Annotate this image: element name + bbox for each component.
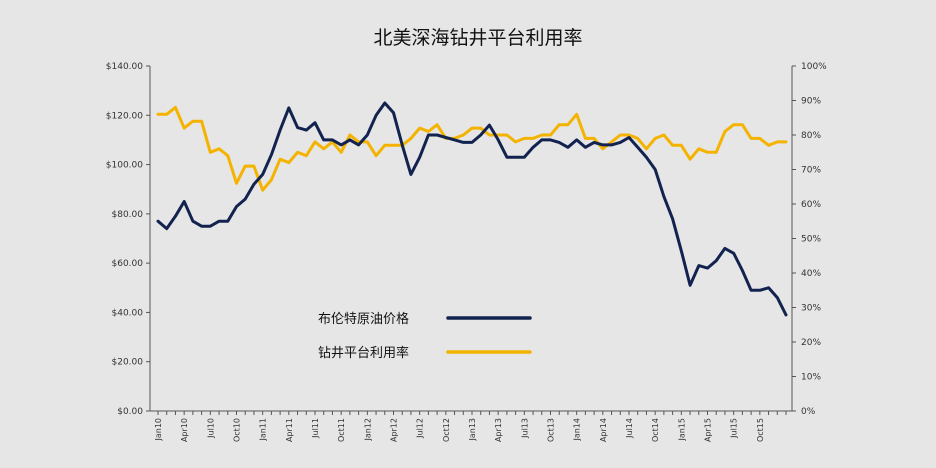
x-tick-label: Jan15 xyxy=(677,418,686,442)
right-tick-label: 100% xyxy=(801,62,827,72)
left-tick-label: $60.00 xyxy=(112,259,144,269)
x-tick-label: Oct12 xyxy=(442,418,451,442)
left-tick-label: $100.00 xyxy=(106,161,143,171)
x-tick-label: Apr10 xyxy=(180,418,189,442)
x-tick-label: Jul14 xyxy=(625,418,634,439)
right-tick-label: 60% xyxy=(801,200,821,210)
x-tick-label: Oct15 xyxy=(756,418,765,442)
x-tick-label: Jul10 xyxy=(206,418,215,439)
right-tick-label: 70% xyxy=(801,166,821,176)
left-tick-label: $80.00 xyxy=(112,210,144,220)
x-tick-label: Oct11 xyxy=(337,418,346,442)
legend-label-rig-utilization: 钻井平台利用率 xyxy=(318,345,409,361)
right-tick-label: 10% xyxy=(801,373,821,383)
right-tick-label: 30% xyxy=(801,304,821,314)
x-tick-label: Jan13 xyxy=(468,418,477,442)
series-line-0 xyxy=(156,101,788,317)
left-tick-label: $0.00 xyxy=(117,407,143,417)
series-layer xyxy=(156,101,788,317)
x-tick-label: Oct13 xyxy=(547,418,556,442)
left-tick-label: $140.00 xyxy=(106,62,143,72)
x-tick-label: Jan14 xyxy=(573,418,582,442)
x-tick-label: Apr15 xyxy=(704,418,713,442)
x-tick-label: Jul11 xyxy=(311,418,320,439)
right-axis-ticks: 0% 10% 20% 30% 40% 50% 60% 70% 80% 90% 100% xyxy=(792,62,827,417)
legend: 布伦特原油价格 钻井平台利用率 xyxy=(318,311,532,361)
x-tick-label: Jan11 xyxy=(259,418,268,442)
x-tick-label: Jan12 xyxy=(363,418,372,442)
x-tick-label: Jul13 xyxy=(520,418,529,439)
x-tick-label: Apr14 xyxy=(599,418,608,442)
right-tick-label: 90% xyxy=(801,97,821,107)
right-tick-label: 50% xyxy=(801,235,821,245)
x-tick-label: Apr13 xyxy=(494,418,503,442)
x-tick-label: Oct14 xyxy=(651,418,660,442)
right-tick-label: 80% xyxy=(801,131,821,141)
right-tick-label: 40% xyxy=(801,269,821,279)
x-axis-ticks: Jan10 Apr10 Jul10 Oct10 Jan11 Apr11 Jul11 Oct11… xyxy=(154,411,787,442)
left-tick-label: $20.00 xyxy=(112,358,144,368)
x-tick-label: Apr12 xyxy=(390,418,399,442)
x-tick-label: Jan10 xyxy=(154,418,163,442)
left-tick-label: $120.00 xyxy=(106,111,143,121)
chart-title: 北美深海钻井平台利用率 xyxy=(373,27,582,49)
x-tick-label: Jul12 xyxy=(416,418,425,439)
right-tick-label: 0% xyxy=(801,407,816,417)
right-tick-label: 20% xyxy=(801,338,821,348)
x-tick-label: Oct10 xyxy=(233,418,242,442)
left-tick-label: $40.00 xyxy=(112,308,144,318)
series-line-1 xyxy=(156,105,788,192)
legend-label-brent: 布伦特原油价格 xyxy=(318,311,409,327)
x-tick-label: Jul15 xyxy=(730,418,739,439)
left-axis-ticks: $0.00 $20.00 $40.00 $60.00 $80.00 $100.00 $120… xyxy=(106,62,150,417)
x-tick-label: Apr11 xyxy=(285,418,294,442)
